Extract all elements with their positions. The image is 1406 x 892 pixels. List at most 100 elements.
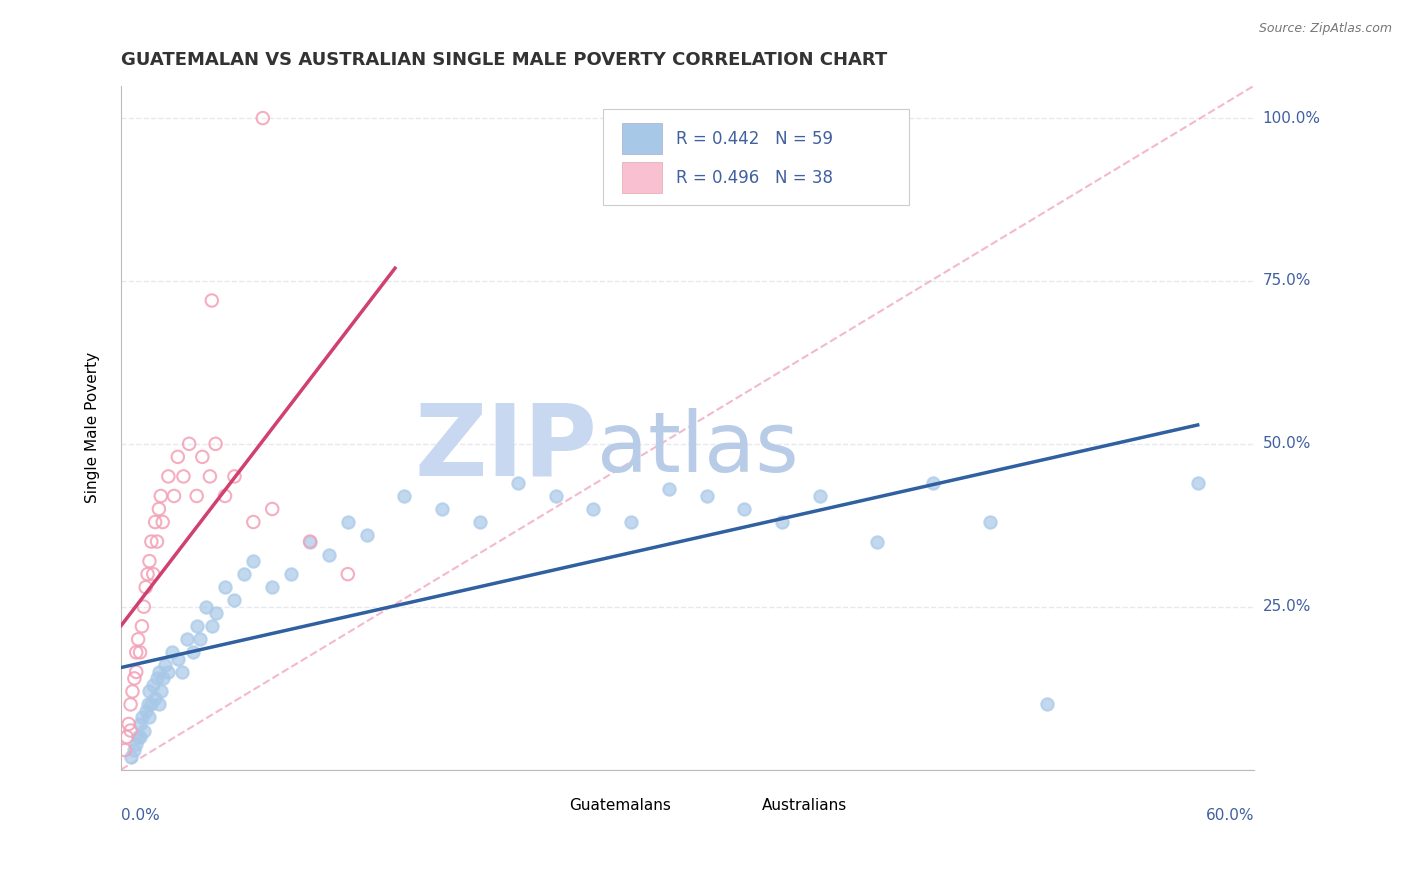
Point — [142, 567, 165, 582]
Point — [127, 632, 149, 647]
Point — [172, 469, 194, 483]
Point — [114, 743, 136, 757]
Point — [922, 475, 945, 490]
Point — [582, 502, 605, 516]
Text: atlas: atlas — [598, 408, 799, 489]
Point — [143, 515, 166, 529]
Point — [166, 450, 188, 464]
Point — [115, 730, 138, 744]
Point — [131, 710, 153, 724]
Point — [298, 534, 321, 549]
Text: 0.0%: 0.0% — [121, 808, 160, 823]
Point — [1035, 698, 1057, 712]
Point — [181, 645, 204, 659]
Point — [201, 293, 224, 308]
Point — [176, 632, 198, 647]
Point — [468, 515, 491, 529]
Point — [132, 723, 155, 738]
Point — [152, 515, 174, 529]
Point — [242, 554, 264, 568]
Point — [141, 534, 163, 549]
Point — [127, 730, 149, 744]
Point — [153, 658, 176, 673]
Point — [149, 684, 172, 698]
Point — [232, 567, 254, 582]
Point — [170, 665, 193, 679]
Point — [298, 534, 321, 549]
Point — [129, 730, 152, 744]
Point — [242, 515, 264, 529]
Point — [186, 619, 208, 633]
Point — [190, 632, 212, 647]
Point — [138, 554, 160, 568]
Point — [696, 489, 718, 503]
Point — [191, 450, 214, 464]
Point — [148, 665, 170, 679]
Point — [204, 437, 226, 451]
Bar — [621, 162, 662, 194]
Bar — [621, 123, 662, 154]
Point — [129, 717, 152, 731]
Text: 25.0%: 25.0% — [1263, 599, 1310, 615]
Text: R = 0.442   N = 59: R = 0.442 N = 59 — [676, 130, 834, 148]
Point — [195, 599, 218, 614]
Point — [252, 111, 274, 125]
Text: ZIP: ZIP — [415, 400, 598, 497]
Point — [131, 619, 153, 633]
Point — [121, 684, 143, 698]
Point — [146, 534, 169, 549]
Point — [770, 515, 793, 529]
Point — [152, 672, 174, 686]
Point — [179, 437, 201, 451]
Point — [118, 717, 141, 731]
Point — [336, 567, 359, 582]
Point — [136, 567, 159, 582]
Point — [143, 690, 166, 705]
Point — [198, 469, 221, 483]
Point — [141, 698, 163, 712]
Point — [129, 645, 152, 659]
Point — [280, 567, 302, 582]
Point — [204, 606, 226, 620]
Point — [186, 489, 208, 503]
Point — [336, 515, 359, 529]
Point — [262, 502, 284, 516]
Point — [157, 469, 180, 483]
Point — [149, 489, 172, 503]
Point — [733, 502, 755, 516]
Point — [132, 599, 155, 614]
Point — [808, 489, 831, 503]
Point — [163, 489, 186, 503]
Point — [135, 704, 157, 718]
Point — [318, 548, 340, 562]
Point — [356, 528, 378, 542]
Point — [620, 515, 643, 529]
Point — [120, 749, 142, 764]
Text: R = 0.496   N = 38: R = 0.496 N = 38 — [676, 169, 834, 186]
Point — [138, 710, 160, 724]
Point — [125, 645, 148, 659]
Point — [865, 534, 887, 549]
Point — [979, 515, 1001, 529]
Text: 60.0%: 60.0% — [1206, 808, 1254, 823]
Point — [544, 489, 567, 503]
Point — [262, 580, 284, 594]
Text: 50.0%: 50.0% — [1263, 436, 1310, 451]
Point — [157, 665, 180, 679]
Point — [201, 619, 224, 633]
Point — [138, 684, 160, 698]
Bar — [529, 797, 561, 814]
Point — [224, 469, 246, 483]
FancyBboxPatch shape — [603, 110, 908, 205]
Text: Australians: Australians — [762, 797, 846, 813]
Point — [124, 743, 146, 757]
Point — [214, 580, 236, 594]
Y-axis label: Single Male Poverty: Single Male Poverty — [86, 352, 100, 503]
Point — [146, 672, 169, 686]
Point — [394, 489, 416, 503]
Point — [124, 672, 146, 686]
Point — [214, 489, 236, 503]
Point — [224, 593, 246, 607]
Bar — [721, 797, 754, 814]
Point — [148, 698, 170, 712]
